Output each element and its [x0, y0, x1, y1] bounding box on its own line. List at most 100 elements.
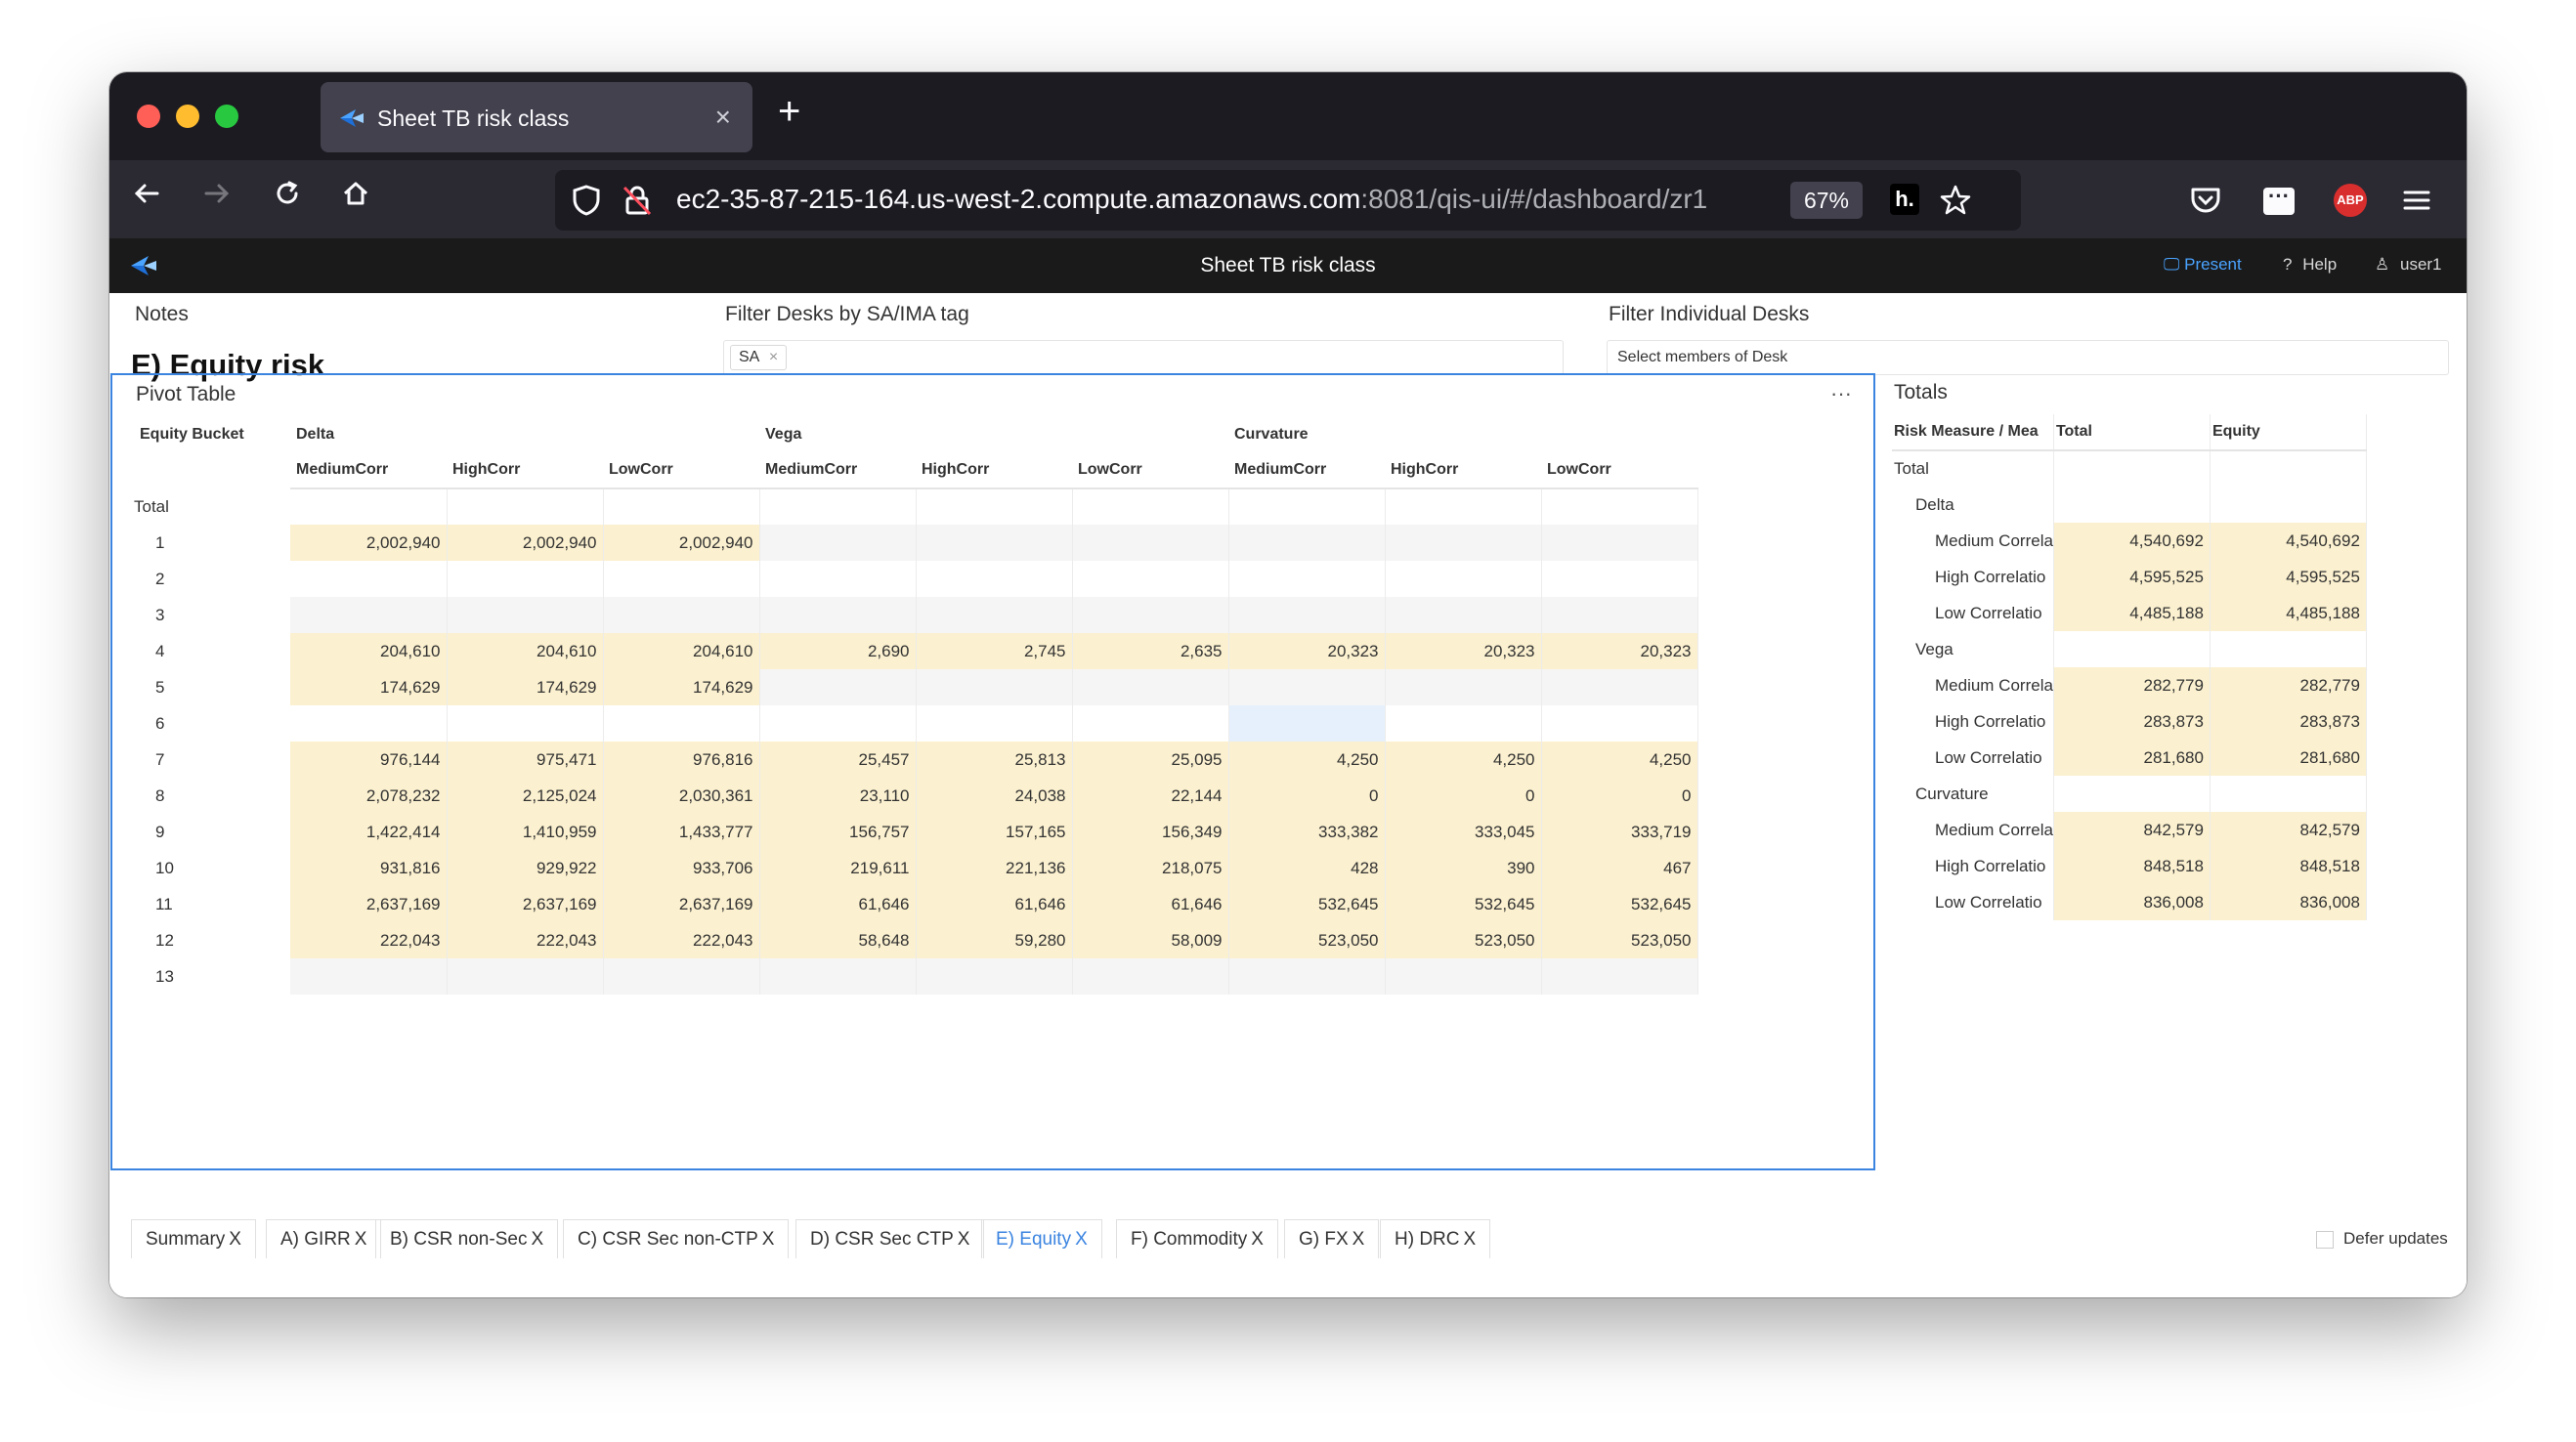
sheet-tab[interactable]: D) CSR Sec CTP X — [795, 1219, 985, 1258]
table-cell[interactable]: 222,043 — [603, 922, 760, 958]
table-cell[interactable] — [447, 561, 604, 597]
table-cell[interactable]: 23,110 — [759, 778, 917, 814]
equity-value[interactable]: 282,779 — [2210, 667, 2367, 703]
table-cell[interactable]: 931,816 — [290, 850, 448, 886]
table-cell[interactable] — [290, 597, 448, 633]
table-cell[interactable]: 4,250 — [1228, 742, 1386, 778]
table-cell[interactable]: 523,050 — [1541, 922, 1698, 958]
table-cell[interactable] — [1385, 669, 1542, 705]
table-cell[interactable]: 20,323 — [1385, 633, 1542, 669]
table-cell[interactable]: 222,043 — [290, 922, 448, 958]
sheet-tab[interactable]: E) Equity X — [981, 1219, 1102, 1258]
total-value[interactable]: 281,680 — [2053, 740, 2211, 776]
table-cell[interactable]: 2,745 — [916, 633, 1073, 669]
table-cell[interactable]: 61,646 — [759, 886, 917, 922]
table-cell[interactable] — [1228, 561, 1386, 597]
table-cell[interactable] — [603, 958, 760, 995]
table-cell[interactable] — [1541, 525, 1698, 561]
table-cell[interactable] — [1072, 705, 1229, 742]
table-cell[interactable]: 61,646 — [1072, 886, 1229, 922]
close-sheet-icon[interactable]: X — [531, 1229, 544, 1250]
sa-chip[interactable]: SA × — [730, 345, 788, 370]
zoom-level[interactable]: 67% — [1790, 182, 1863, 219]
table-cell[interactable]: 174,629 — [290, 669, 448, 705]
table-cell[interactable]: 25,095 — [1072, 742, 1229, 778]
table-cell[interactable] — [603, 705, 760, 742]
table-cell[interactable]: 532,645 — [1385, 886, 1542, 922]
table-cell[interactable]: 0 — [1385, 778, 1542, 814]
table-cell[interactable]: 156,349 — [1072, 814, 1229, 850]
table-cell[interactable] — [1228, 705, 1386, 742]
table-cell[interactable]: 222,043 — [447, 922, 604, 958]
table-cell[interactable]: 58,648 — [759, 922, 917, 958]
table-cell[interactable]: 1,422,414 — [290, 814, 448, 850]
table-cell[interactable]: 156,757 — [759, 814, 917, 850]
table-cell[interactable]: 204,610 — [290, 633, 448, 669]
zoom-window-button[interactable] — [215, 105, 238, 128]
table-cell[interactable]: 2,125,024 — [447, 778, 604, 814]
table-cell[interactable] — [1541, 958, 1698, 995]
equity-value[interactable]: 4,595,525 — [2210, 559, 2367, 595]
close-sheet-icon[interactable]: X — [1463, 1229, 1477, 1250]
table-cell[interactable] — [1541, 597, 1698, 633]
table-cell[interactable]: 532,645 — [1541, 886, 1698, 922]
table-cell[interactable] — [1072, 597, 1229, 633]
extension-menu-icon[interactable]: ··· — [2263, 186, 2295, 215]
present-button[interactable]: 🖵 Present — [2164, 255, 2242, 275]
table-cell[interactable] — [1385, 958, 1542, 995]
table-cell[interactable]: 204,610 — [447, 633, 604, 669]
table-cell[interactable] — [759, 597, 917, 633]
table-cell[interactable] — [1072, 669, 1229, 705]
table-cell[interactable] — [290, 561, 448, 597]
table-cell[interactable]: 933,706 — [603, 850, 760, 886]
h-extension-icon[interactable]: h. — [1890, 184, 1919, 215]
table-cell[interactable]: 2,637,169 — [290, 886, 448, 922]
table-cell[interactable] — [447, 488, 604, 525]
table-cell[interactable] — [1072, 958, 1229, 995]
equity-value[interactable] — [2210, 776, 2367, 812]
table-cell[interactable] — [759, 705, 917, 742]
table-cell[interactable]: 24,038 — [916, 778, 1073, 814]
table-cell[interactable]: 0 — [1228, 778, 1386, 814]
table-cell[interactable]: 333,382 — [1228, 814, 1386, 850]
insecure-lock-icon[interactable] — [622, 184, 653, 217]
sheet-tab[interactable]: G) FX X — [1284, 1219, 1380, 1258]
table-cell[interactable]: 2,690 — [759, 633, 917, 669]
table-cell[interactable] — [916, 669, 1073, 705]
table-cell[interactable] — [916, 488, 1073, 525]
table-cell[interactable]: 20,323 — [1541, 633, 1698, 669]
table-cell[interactable] — [603, 488, 760, 525]
total-value[interactable] — [2053, 631, 2211, 667]
table-cell[interactable]: 2,002,940 — [603, 525, 760, 561]
minimize-window-button[interactable] — [176, 105, 199, 128]
table-cell[interactable]: 221,136 — [916, 850, 1073, 886]
table-cell[interactable]: 976,144 — [290, 742, 448, 778]
equity-value[interactable]: 4,540,692 — [2210, 523, 2367, 559]
equity-value[interactable]: 848,518 — [2210, 848, 2367, 884]
table-cell[interactable]: 4,250 — [1385, 742, 1542, 778]
table-cell[interactable] — [1228, 669, 1386, 705]
total-value[interactable]: 836,008 — [2053, 884, 2211, 920]
table-cell[interactable]: 59,280 — [916, 922, 1073, 958]
table-cell[interactable]: 2,635 — [1072, 633, 1229, 669]
table-cell[interactable] — [603, 561, 760, 597]
table-cell[interactable] — [290, 488, 448, 525]
table-cell[interactable] — [916, 561, 1073, 597]
table-cell[interactable]: 929,922 — [447, 850, 604, 886]
table-cell[interactable] — [759, 958, 917, 995]
table-cell[interactable] — [447, 958, 604, 995]
table-cell[interactable]: 218,075 — [1072, 850, 1229, 886]
total-value[interactable]: 283,873 — [2053, 703, 2211, 740]
table-cell[interactable] — [447, 705, 604, 742]
table-cell[interactable] — [1385, 705, 1542, 742]
close-sheet-icon[interactable]: X — [354, 1229, 367, 1250]
table-cell[interactable] — [1072, 561, 1229, 597]
table-cell[interactable] — [1072, 488, 1229, 525]
total-value[interactable] — [2053, 776, 2211, 812]
sheet-tab[interactable]: F) Commodity X — [1116, 1219, 1278, 1258]
table-cell[interactable]: 219,611 — [759, 850, 917, 886]
back-button[interactable] — [125, 178, 168, 221]
sheet-tab[interactable]: Summary X — [131, 1219, 256, 1258]
total-value[interactable]: 4,540,692 — [2053, 523, 2211, 559]
table-cell[interactable]: 2,030,361 — [603, 778, 760, 814]
